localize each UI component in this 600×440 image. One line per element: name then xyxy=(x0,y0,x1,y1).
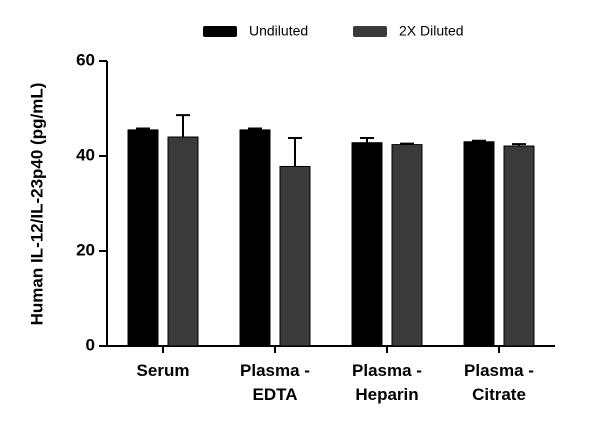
y-axis-label: Human IL-12/IL-23p40 (pg/mL) xyxy=(27,83,46,326)
bar xyxy=(279,165,311,347)
error-bar xyxy=(360,136,374,143)
y-tick-label: 0 xyxy=(86,335,95,354)
bar xyxy=(127,129,159,347)
error-bar xyxy=(176,114,190,137)
bar xyxy=(463,141,495,347)
legend-label: 2X Diluted xyxy=(399,23,464,39)
x-tick-label: Plasma -Citrate xyxy=(464,361,534,404)
bar xyxy=(351,142,383,347)
bar xyxy=(239,129,271,347)
legend-label: Undiluted xyxy=(249,23,308,39)
x-tick-label: Plasma -Heparin xyxy=(352,361,422,404)
error-bar xyxy=(512,143,526,147)
error-bar xyxy=(472,139,486,142)
y-tick-label: 40 xyxy=(76,145,95,164)
bar xyxy=(167,136,199,347)
error-bar xyxy=(248,127,262,130)
y-tick-label: 20 xyxy=(76,240,95,259)
error-bar xyxy=(136,127,150,130)
bar xyxy=(391,144,423,347)
x-tick-label: Plasma -EDTA xyxy=(240,361,310,404)
legend-swatch xyxy=(353,26,387,37)
error-bar xyxy=(288,136,302,167)
y-tick-label: 60 xyxy=(76,50,95,69)
legend-swatch xyxy=(203,26,237,37)
error-bar xyxy=(400,142,414,145)
bar xyxy=(503,145,535,347)
x-tick-label: Serum xyxy=(137,361,190,380)
